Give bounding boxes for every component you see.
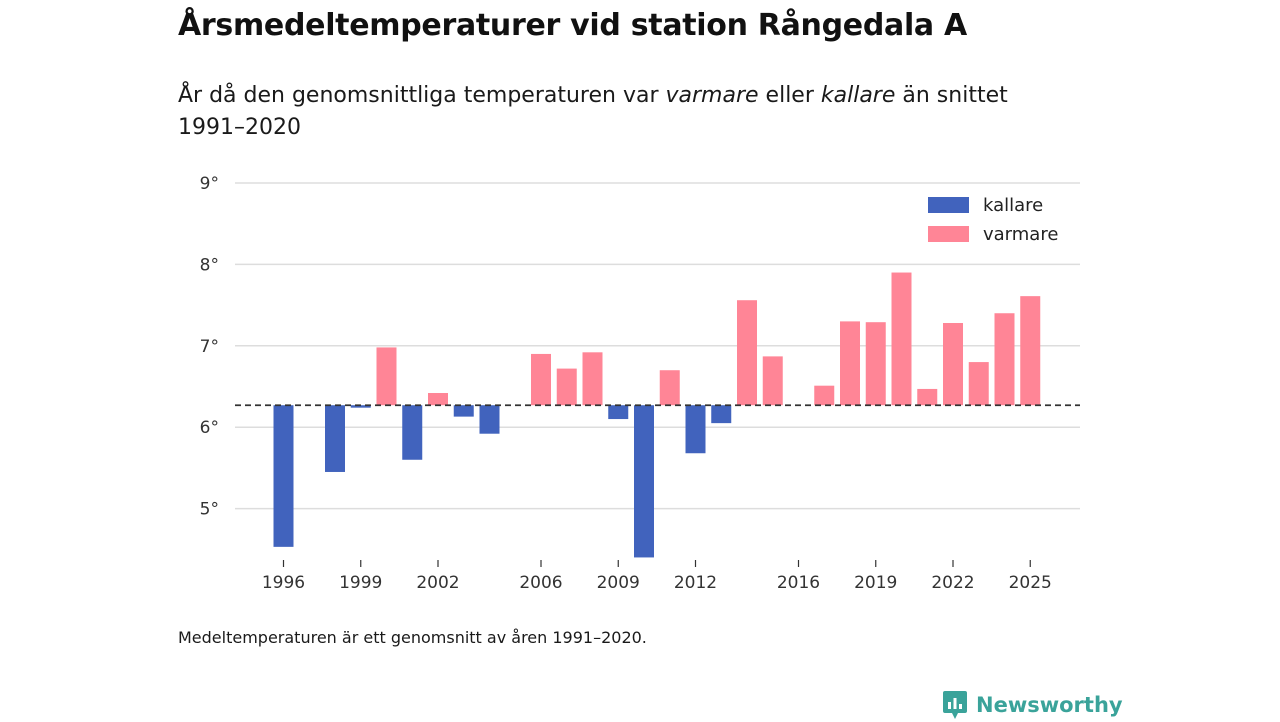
x-tick-label: 1999 xyxy=(339,573,382,593)
bar-varmare-2018 xyxy=(840,321,860,406)
bar-kallare-2009 xyxy=(608,405,629,420)
bar-varmare-2006 xyxy=(531,353,551,406)
bar-varmare-2022 xyxy=(943,323,963,406)
bar-varmare-2025 xyxy=(1020,296,1041,406)
bar-varmare-2007 xyxy=(556,368,577,406)
bar-varmare-2021 xyxy=(917,388,938,406)
legend-label-varmare: varmare xyxy=(983,224,1058,245)
subtitle-cold-word: kallare xyxy=(820,83,896,108)
bar-kallare-2012 xyxy=(685,405,706,454)
chart-title: Årsmedeltemperaturer vid station Rångeda… xyxy=(178,8,967,43)
x-tick-label: 2019 xyxy=(854,573,897,593)
brand-name: Newsworthy xyxy=(976,693,1123,717)
y-tick-label: 5° xyxy=(200,500,219,520)
y-axis: 5° 6° 7° 8° 9° xyxy=(200,174,219,520)
subtitle-part-2: eller xyxy=(758,83,821,108)
subtitle-warm-word: varmare xyxy=(665,83,759,108)
newsworthy-logo-icon xyxy=(943,691,967,719)
bars xyxy=(273,272,1041,558)
y-tick-label: 7° xyxy=(200,337,219,357)
x-tick-label: 2002 xyxy=(416,573,459,593)
legend-swatch-varmare xyxy=(928,226,969,242)
bar-varmare-2008 xyxy=(582,352,603,406)
bar-varmare-2011 xyxy=(659,370,680,406)
x-tick-label: 2016 xyxy=(777,573,820,593)
y-tick-label: 9° xyxy=(200,174,219,194)
x-tick-label: 2012 xyxy=(674,573,717,593)
x-tick-label: 1996 xyxy=(262,573,305,593)
bar-kallare-2003 xyxy=(453,405,474,417)
bar-varmare-2014 xyxy=(737,300,757,406)
bar-varmare-2023 xyxy=(968,362,989,406)
subtitle-part-1: År då den genomsnittliga temperaturen va… xyxy=(178,83,666,108)
x-axis: 1996 1999 2002 2006 2009 2012 2016 2019 2022 2025 xyxy=(262,560,1052,593)
subtitle-part-3: än snittet 1991–2020 xyxy=(178,83,1008,140)
legend-label-kallare: kallare xyxy=(983,195,1043,216)
footnote: Medeltemperaturen är ett genomsnitt av å… xyxy=(178,628,647,647)
bar-kallare-1996 xyxy=(273,405,294,547)
brand[interactable]: Newsworthy xyxy=(942,688,1123,722)
y-tick-label: 8° xyxy=(200,255,219,275)
y-tick-label: 6° xyxy=(200,418,219,438)
gridlines xyxy=(235,182,1080,510)
bar-varmare-2020 xyxy=(891,272,912,406)
bar-kallare-2013 xyxy=(711,405,732,424)
x-tick-label: 2006 xyxy=(519,573,562,593)
bar-varmare-2002 xyxy=(428,393,448,406)
chart-subtitle: År då den genomsnittliga temperaturen va… xyxy=(178,80,1078,144)
bar-varmare-2000 xyxy=(376,347,397,406)
bar-kallare-2010 xyxy=(634,405,654,558)
legend: kallare varmare xyxy=(928,195,1058,245)
bar-kallare-1998 xyxy=(325,405,345,472)
bar-varmare-2015 xyxy=(762,356,783,406)
x-tick-label: 2022 xyxy=(931,573,974,593)
bar-kallare-2004 xyxy=(479,405,500,434)
bar-varmare-2019 xyxy=(865,322,886,406)
legend-swatch-kallare xyxy=(928,197,969,213)
bar-kallare-2001 xyxy=(402,405,423,460)
bar-kallare-1999 xyxy=(350,405,371,408)
bar-varmare-2024 xyxy=(994,313,1015,406)
x-tick-label: 2025 xyxy=(1009,573,1052,593)
x-tick-label: 2009 xyxy=(597,573,640,593)
bar-varmare-2017 xyxy=(814,385,835,406)
